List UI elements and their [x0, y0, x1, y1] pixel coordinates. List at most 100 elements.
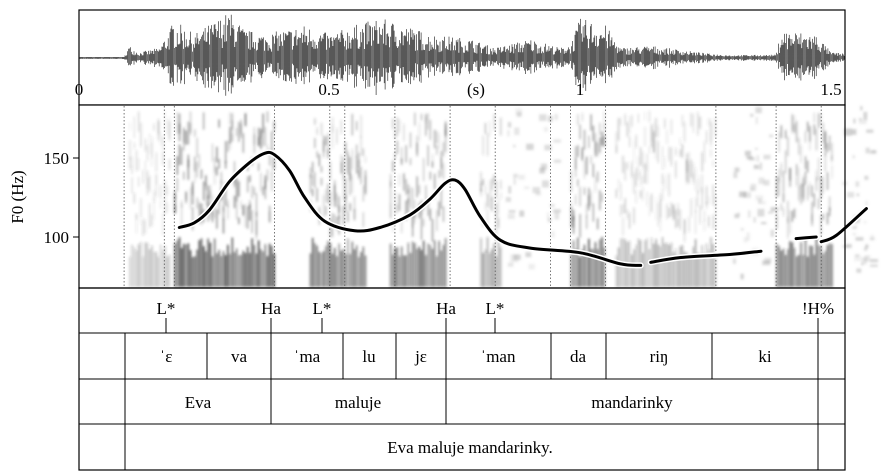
- spectrogram-formant: [316, 127, 318, 135]
- spectrogram-formant: [429, 171, 432, 180]
- spectrogram-formant: [577, 179, 579, 187]
- spectrogram-formant: [194, 162, 196, 183]
- spectrogram-formant: [596, 142, 599, 157]
- spectrogram-low-band: [191, 257, 194, 287]
- spectrogram-low-band: [342, 248, 345, 287]
- spectrogram-low-band: [178, 237, 181, 287]
- spectrogram-formant: [358, 152, 360, 177]
- spectrogram-formant: [266, 111, 269, 123]
- spectrogram-formant: [826, 172, 829, 190]
- spectrogram-noise: [770, 229, 775, 237]
- spectrogram-formant: [325, 205, 327, 216]
- spectrogram-low-band: [196, 249, 198, 287]
- spectrogram-low-band: [148, 249, 151, 287]
- spectrogram-low-band: [603, 247, 606, 287]
- spectrogram-formant: [251, 210, 253, 234]
- spectrogram-noise: [859, 119, 867, 124]
- spectrogram-low-band: [804, 238, 807, 287]
- spectrogram-formant: [429, 119, 432, 140]
- f0-tick-100: 100: [44, 228, 70, 247]
- spectrogram-formant: [683, 219, 686, 242]
- spectrogram-formant: [196, 137, 198, 158]
- spectrogram-noise: [548, 115, 553, 122]
- spectrogram-formant: [164, 111, 166, 131]
- spectrogram-low-band: [581, 249, 584, 287]
- spectrogram-formant: [189, 111, 192, 133]
- spectrogram-formant: [344, 195, 347, 213]
- spectrogram-formant: [489, 121, 491, 136]
- spectrogram-formant: [631, 161, 633, 177]
- spectrogram-formant: [433, 173, 436, 190]
- spectrogram-formant: [144, 160, 147, 180]
- spectrogram-formant: [224, 161, 227, 169]
- spectrogram-low-band: [817, 245, 820, 287]
- spectrogram-formant: [694, 197, 697, 213]
- spectrogram-formant: [574, 194, 577, 205]
- tone-label: !H%: [802, 299, 834, 318]
- spectrogram-noise: [743, 237, 748, 243]
- spectrogram-formant: [405, 179, 407, 195]
- spectrogram-low-band: [198, 240, 201, 287]
- spectrogram-noise: [518, 174, 525, 180]
- spectrogram-noise: [739, 191, 747, 198]
- spectrogram-low-band: [677, 255, 679, 287]
- spectrogram-formant: [675, 209, 677, 229]
- spectrogram-low-band: [585, 253, 588, 287]
- spectrogram-low-band: [648, 249, 651, 287]
- spectrogram-noise: [737, 212, 741, 217]
- spectrogram-low-band: [224, 255, 227, 287]
- spectrogram-low-band: [789, 241, 791, 287]
- spectrogram-low-band: [710, 237, 712, 287]
- spectrogram-formant: [347, 150, 349, 172]
- spectrogram-formant: [603, 136, 606, 147]
- spectrogram-formant: [260, 172, 262, 192]
- spectrogram-formant: [635, 190, 637, 204]
- spectrogram-low-band: [824, 250, 827, 287]
- spectrogram-noise: [851, 129, 857, 135]
- spectrogram-formant: [590, 156, 592, 164]
- f0-contour-line: [649, 249, 763, 264]
- spectrogram-formant: [699, 205, 701, 224]
- f0-contour-line: [177, 150, 643, 267]
- spectrogram-formant: [681, 115, 684, 127]
- spectrogram-low-band: [431, 248, 434, 287]
- spectrogram-formant: [778, 168, 780, 183]
- spectrogram-formant: [820, 214, 822, 235]
- spectrogram-formant: [131, 166, 133, 175]
- spectrogram-formant: [407, 189, 410, 204]
- spectrogram-formant: [664, 177, 666, 190]
- spectrogram-formant: [484, 185, 487, 195]
- spectrogram-formant: [418, 185, 421, 194]
- spectrogram-formant: [570, 201, 573, 211]
- spectrogram-formant: [804, 156, 807, 170]
- spectrogram-formant: [666, 173, 668, 191]
- spectrogram-formant: [135, 214, 138, 234]
- spectrogram-formant: [670, 147, 673, 166]
- spectrogram-low-band: [240, 254, 242, 287]
- spectrogram-noise: [870, 259, 878, 263]
- spectrogram-formant: [631, 115, 633, 127]
- spectrogram-formant: [311, 188, 314, 197]
- spectrogram-formant: [497, 198, 500, 215]
- spectrogram-formant: [253, 187, 256, 196]
- spectrogram-formant: [594, 175, 597, 193]
- spectrogram-low-band: [151, 245, 153, 287]
- f0-contour-line: [819, 207, 868, 244]
- spectrogram-formant: [211, 211, 214, 223]
- spectrogram-noise: [733, 172, 738, 179]
- syllable-tier: ˈɛ va ˈma lu jɛ ˈman da riŋ ki: [124, 333, 819, 379]
- spectrogram-formant: [216, 209, 218, 229]
- time-axis-unit: (s): [467, 80, 485, 99]
- spectrogram-formant: [438, 133, 440, 150]
- spectrogram-formant: [362, 185, 365, 202]
- spectrogram-noise: [754, 147, 758, 150]
- time-tick-0-5: 0.5: [318, 80, 339, 99]
- spectrogram-low-band: [708, 249, 710, 287]
- spectrogram-formant: [436, 131, 438, 144]
- annotation-tiers: L* Ha L* Ha L* !H% ˈɛ va ˈma lu jɛ ˈman …: [78, 287, 846, 471]
- spectrogram-formant: [828, 207, 831, 217]
- spectrogram-low-band: [180, 248, 183, 287]
- spectrogram-formant: [153, 123, 155, 131]
- spectrogram-formant: [209, 210, 212, 220]
- spectrogram-formant: [129, 157, 131, 169]
